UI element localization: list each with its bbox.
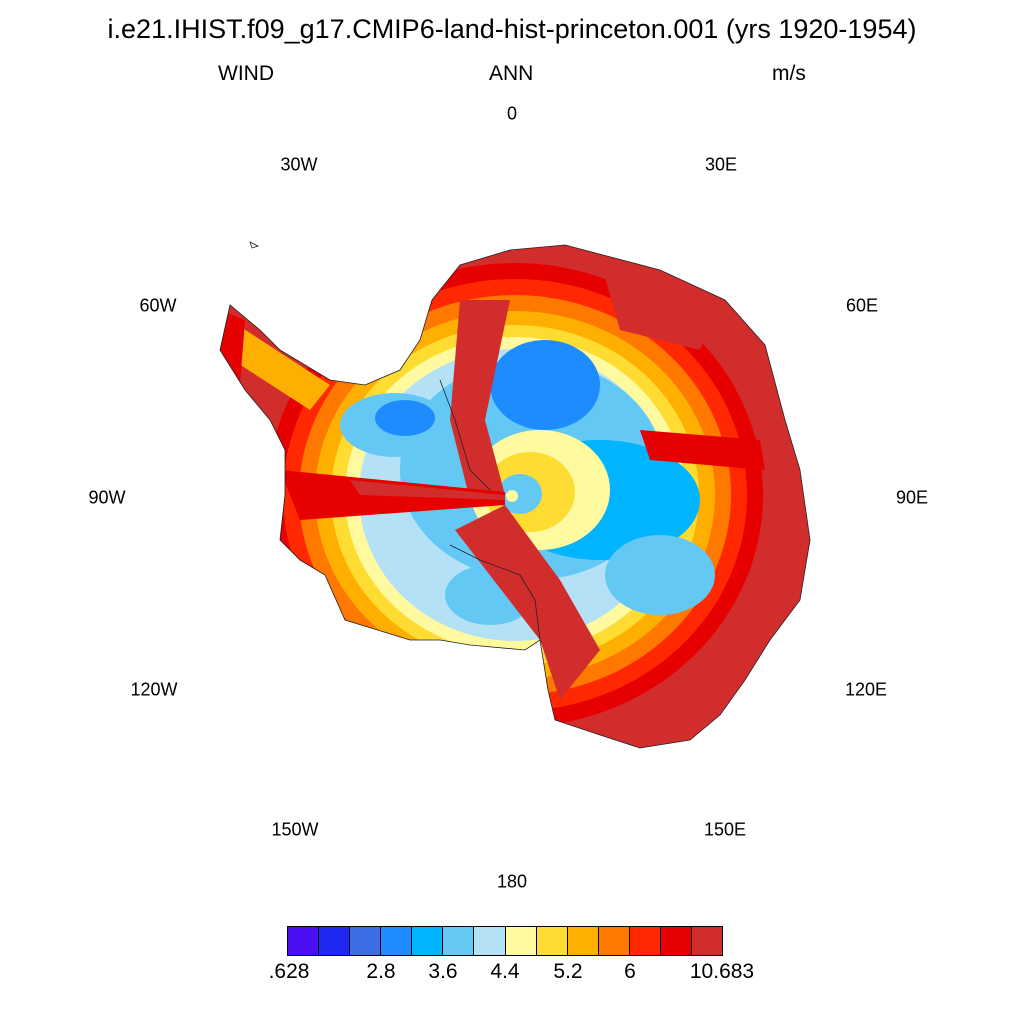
colorbar-box	[443, 927, 475, 955]
colorbar-box	[598, 927, 630, 955]
colorbar-tick-label: .628	[268, 960, 310, 983]
lon-label-60w: 60W	[139, 295, 177, 316]
variable-label: WIND	[218, 62, 274, 85]
season-label: ANN	[489, 62, 534, 85]
colorbar-box	[288, 927, 320, 955]
colorbar-tick-label: 10.683	[689, 960, 755, 983]
colorbar-box	[505, 927, 537, 955]
ice-shelf-outline	[439, 379, 491, 491]
colorbar-tick-label: 3.6	[428, 960, 458, 983]
colorbar-tick-label: 5.2	[553, 960, 583, 983]
colorbar	[287, 926, 723, 956]
lon-label-60e: 60E	[845, 295, 879, 316]
lon-label-30w: 30W	[280, 154, 318, 175]
lon-label-150e: 150E	[703, 819, 747, 840]
plot-title: i.e21.IHIST.f09_g17.CMIP6-land-hist-prin…	[107, 14, 917, 44]
wind-field	[220, 245, 810, 748]
colorbar-box	[692, 927, 723, 955]
units-label: m/s	[772, 62, 806, 85]
colorbar-box	[629, 927, 661, 955]
colorbar-box	[381, 927, 413, 955]
colorbar-box	[350, 927, 382, 955]
colorbar-tick-label: 6	[624, 960, 636, 983]
lon-label-90w: 90W	[88, 487, 126, 508]
island-outline	[249, 241, 260, 249]
ice-shelf-outline	[449, 544, 541, 641]
lon-label-0: 0	[506, 103, 518, 124]
coastline	[219, 244, 811, 749]
lon-label-120w: 120W	[130, 679, 178, 700]
colorbar-box	[319, 927, 351, 955]
colorbar-tick-label: 2.8	[366, 960, 396, 983]
lon-label-120e: 120E	[844, 679, 888, 700]
lon-label-150w: 150W	[271, 819, 319, 840]
lon-label-180: 180	[496, 871, 528, 892]
lon-label-90e: 90E	[895, 487, 929, 508]
colorbar-tick-label: 4.4	[490, 960, 520, 983]
colorbar-box	[567, 927, 599, 955]
lon-label-30e: 30E	[704, 154, 738, 175]
colorbar-box	[474, 927, 506, 955]
colorbar-box	[660, 927, 693, 955]
colorbar-box	[536, 927, 568, 955]
colorbar-box	[412, 927, 444, 955]
